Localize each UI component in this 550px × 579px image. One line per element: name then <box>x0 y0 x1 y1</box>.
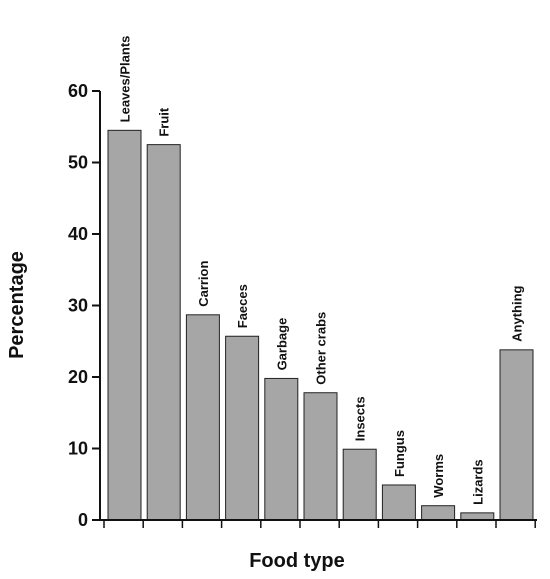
bar-label-fungus: Fungus <box>392 430 407 477</box>
bar-label-fruit: Fruit <box>157 107 172 137</box>
bars <box>107 129 534 521</box>
y-tick-label-20: 20 <box>68 367 88 387</box>
bar-label-garbage: Garbage <box>274 318 289 371</box>
bar-carrion <box>185 314 220 521</box>
bar-worms <box>421 505 456 521</box>
bar-insects <box>342 448 377 521</box>
bar-garbage <box>264 377 299 521</box>
bar-faeces <box>225 335 260 521</box>
bar-labels: Leaves/Plants Fruit Carrion Faeces Garbage Ot… <box>118 36 525 505</box>
bar-other-crabs <box>303 392 338 521</box>
bar-lizards <box>460 512 495 521</box>
bar-label-anything: Anything <box>510 285 525 341</box>
bar-label-lizards: Lizards <box>470 459 485 505</box>
y-tick-label-40: 40 <box>68 224 88 244</box>
bar-label-faeces: Faeces <box>235 284 250 328</box>
y-tick-label-50: 50 <box>68 153 88 173</box>
y-tick-label-60: 60 <box>68 81 88 101</box>
x-axis-ticks <box>103 520 536 528</box>
bar-label-carrion: Carrion <box>196 261 211 307</box>
bar-label-leaves-plants: Leaves/Plants <box>118 36 133 123</box>
y-tick-label-0: 0 <box>78 510 88 530</box>
bar-fruit <box>146 144 181 521</box>
y-tick-label-30: 30 <box>68 296 88 316</box>
bar-anything <box>499 349 534 521</box>
bar-label-worms: Worms <box>431 454 446 498</box>
y-axis-ticks: 0 10 20 30 40 50 60 <box>68 81 100 530</box>
bar-fungus <box>381 484 416 521</box>
bar-label-other-crabs: Other crabs <box>314 312 329 385</box>
bar-label-insects: Insects <box>353 396 368 441</box>
x-axis-title: Food type <box>249 550 345 572</box>
y-axis-title: Percentage <box>6 251 28 359</box>
y-tick-label-10: 10 <box>68 439 88 459</box>
bar-leaves-plants <box>107 129 142 521</box>
